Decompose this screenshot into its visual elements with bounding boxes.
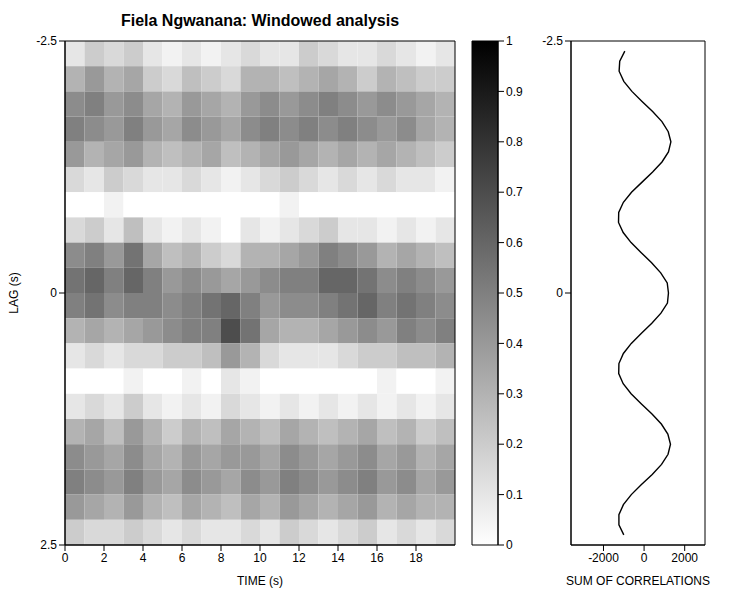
- svg-text:6: 6: [179, 551, 186, 565]
- svg-text:TIME (s): TIME (s): [237, 574, 283, 588]
- svg-text:0.6: 0.6: [506, 236, 523, 250]
- svg-text:-2.5: -2.5: [36, 34, 57, 48]
- svg-text:0.3: 0.3: [506, 387, 523, 401]
- svg-text:0.5: 0.5: [506, 286, 523, 300]
- svg-text:12: 12: [292, 551, 306, 565]
- svg-text:-2000: -2000: [588, 551, 619, 565]
- svg-text:SUM OF CORRELATIONS: SUM OF CORRELATIONS: [566, 574, 710, 588]
- svg-text:LAG (s): LAG (s): [7, 272, 21, 313]
- html-text:Fiela Ngwanana: Windowed analy: Fiela Ngwanana: Windowed analysis: [120, 12, 400, 29]
- svg-text:0: 0: [62, 551, 69, 565]
- svg-text:18: 18: [409, 551, 423, 565]
- svg-text:14: 14: [331, 551, 345, 565]
- svg-text:2: 2: [101, 551, 108, 565]
- svg-text:2000: 2000: [671, 551, 698, 565]
- svg-text:10: 10: [253, 551, 267, 565]
- svg-text:0: 0: [641, 551, 648, 565]
- svg-text:0.7: 0.7: [506, 185, 523, 199]
- svg-text:2.5: 2.5: [40, 538, 57, 552]
- svg-text:-2.5: -2.5: [542, 34, 563, 48]
- svg-text:0.1: 0.1: [506, 488, 523, 502]
- svg-text:1: 1: [506, 34, 513, 48]
- svg-text:0.9: 0.9: [506, 85, 523, 99]
- svg-text:0: 0: [50, 286, 57, 300]
- svg-text:16: 16: [370, 551, 384, 565]
- svg-text:8: 8: [218, 551, 225, 565]
- svg-text:0.8: 0.8: [506, 135, 523, 149]
- svg-text:0: 0: [506, 538, 513, 552]
- svg-text:0.4: 0.4: [506, 337, 523, 351]
- svg-text:4: 4: [140, 551, 147, 565]
- svg-text:0: 0: [556, 286, 563, 300]
- svg-text:0.2: 0.2: [506, 437, 523, 451]
